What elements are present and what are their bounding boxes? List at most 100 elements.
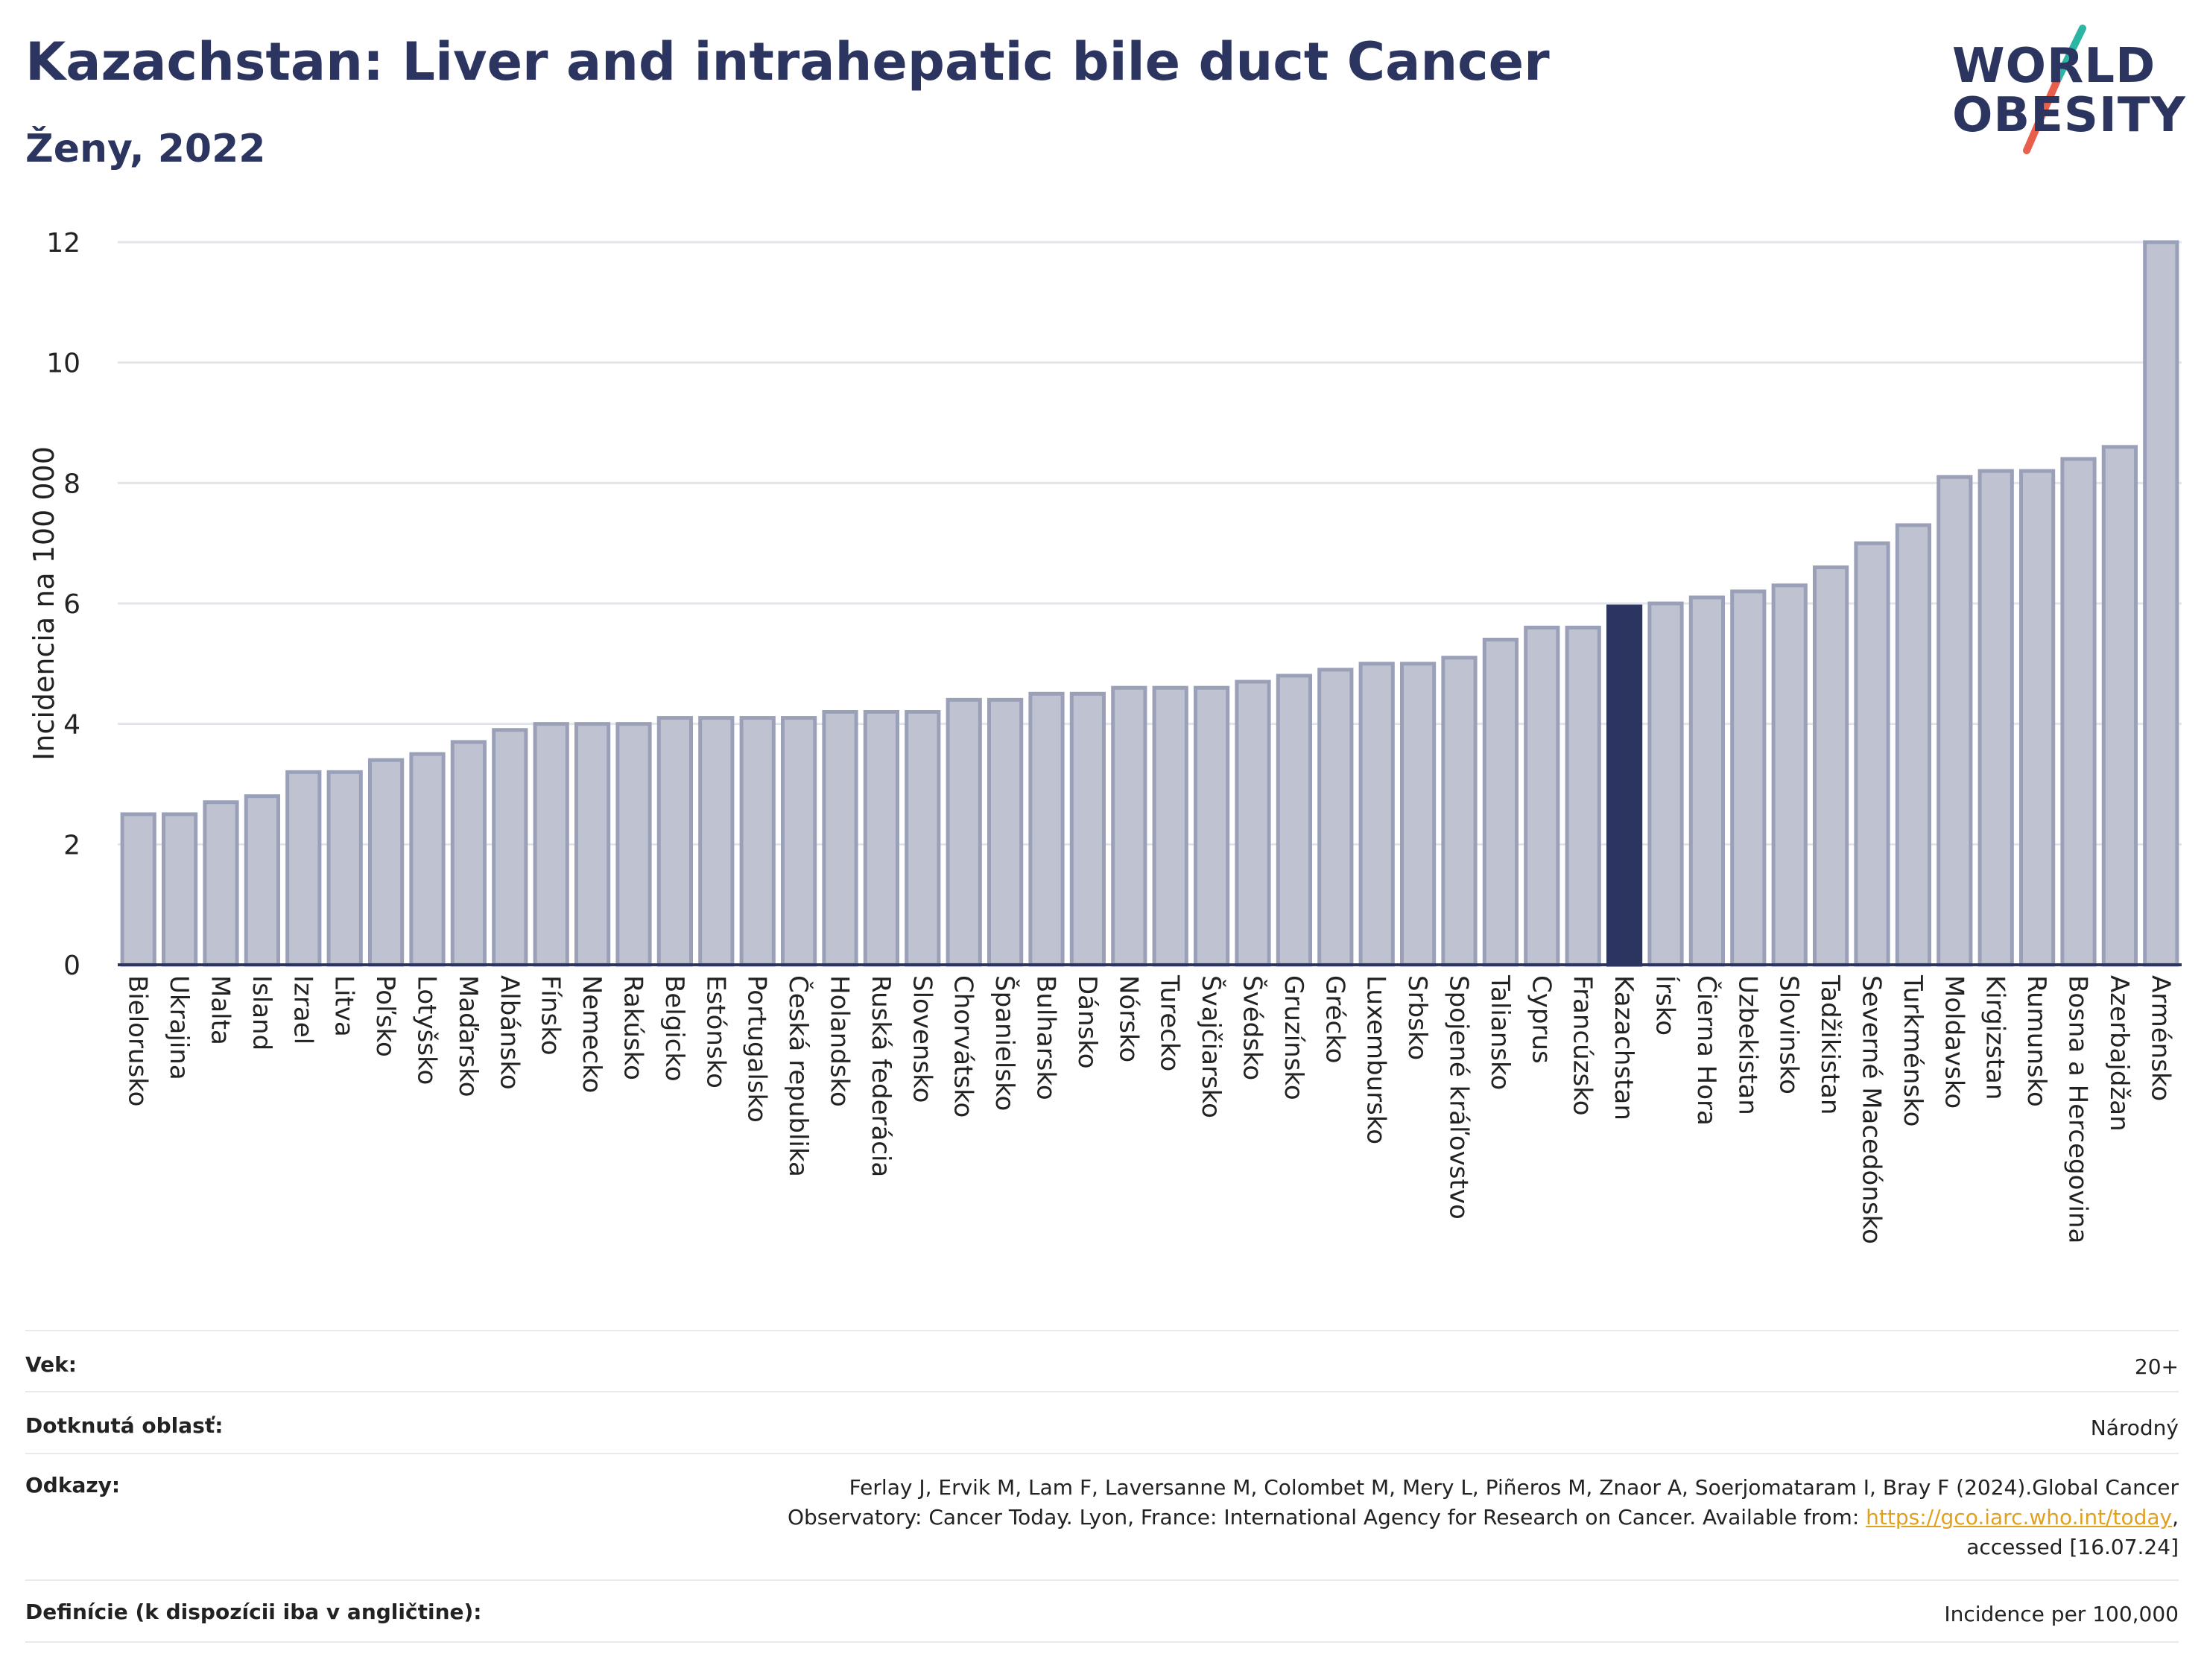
x-tick-label: Srbsko — [1402, 975, 1432, 1060]
reference-line-2-end: , — [2172, 1505, 2179, 1530]
bar-2 — [203, 800, 239, 967]
reference-line-3: accessed [16.07.24] — [1966, 1535, 2179, 1559]
bar-46 — [2018, 469, 2056, 967]
info-table: Vek: 20+ Dotknutá oblasť: Národný Odkazy… — [25, 1330, 2179, 1658]
x-tick-label: Cyprus — [1526, 975, 1556, 1064]
reference-line-2: Observatory: Cancer Today. Lyon, France:… — [787, 1505, 1866, 1530]
bar-25 — [1152, 685, 1188, 967]
x-tick-label: Kazachstan — [1609, 975, 1638, 1120]
info-separator — [25, 1330, 2179, 1331]
bar-28 — [1276, 673, 1313, 967]
x-tick-label: Albánsko — [494, 975, 524, 1090]
x-tick-label: Estónsko — [700, 975, 730, 1088]
y-tick-label: 6 — [63, 589, 80, 620]
bar-22 — [1028, 691, 1065, 967]
bar-23 — [1069, 691, 1106, 967]
info-value-references: Ferlay J, Ervik M, Lam F, Laversanne M, … — [788, 1473, 2179, 1562]
info-label-definitions: Definície (k dispozícii iba v angličtine… — [25, 1600, 482, 1624]
x-tick-label: Grécko — [1320, 975, 1349, 1063]
bar-17 — [822, 710, 858, 967]
x-tick-label: Luxembursko — [1361, 975, 1391, 1144]
logo-slash-icon — [2023, 25, 2086, 154]
x-tick-label: Česká republika — [783, 975, 814, 1177]
bar-15 — [739, 716, 776, 967]
info-separator — [25, 1641, 2179, 1643]
y-tick-label: 12 — [46, 228, 80, 259]
bar-chart: 0 2 4 6 8 10 12 Incidencia na 100 000 Bielorusko… — [28, 228, 2182, 1244]
info-row-area: Dotknutá oblasť: Národný — [25, 1413, 2179, 1443]
x-tick-label: Rumunsko — [2021, 975, 2051, 1107]
bar-7 — [409, 752, 446, 967]
x-tick-label: Bielorusko — [123, 975, 153, 1106]
bar-34 — [1524, 625, 1560, 967]
bar-1 — [161, 812, 198, 967]
y-tick-label: 2 — [63, 830, 80, 860]
reference-line-1: Ferlay J, Ervik M, Lam F, Laversanne M, … — [849, 1475, 2179, 1500]
bar-32 — [1441, 656, 1478, 967]
x-tick-label: Slovensko — [907, 975, 937, 1103]
x-tick-label: Izrael — [288, 975, 317, 1045]
x-tick-label: Lotyšsko — [412, 975, 442, 1085]
bar-30 — [1358, 662, 1395, 967]
reference-link[interactable]: https://gco.iarc.who.int/today — [1866, 1505, 2173, 1530]
x-tick-label: Uzbekistan — [1732, 975, 1762, 1115]
bar-42 — [1854, 541, 1890, 967]
info-label-age: Vek: — [25, 1352, 77, 1377]
bar-12 — [615, 722, 652, 967]
bar-18 — [863, 710, 900, 967]
logo-text-obesity: OBESITY — [1952, 88, 2186, 143]
x-tick-label: Čierna Hora — [1691, 975, 1722, 1126]
x-tick-label: Nórsko — [1113, 975, 1143, 1062]
bar-44 — [1937, 475, 1973, 967]
bar-14 — [698, 716, 735, 967]
y-tick-label: 10 — [46, 349, 80, 379]
bar-20 — [946, 697, 982, 967]
x-tick-label: Francúzsko — [1568, 975, 1597, 1116]
x-tick-label: Fínsko — [536, 975, 566, 1056]
info-label-references: Odkazy: — [25, 1473, 121, 1497]
bar-37 — [1647, 601, 1684, 967]
x-tick-label: Slovinsko — [1774, 975, 1804, 1094]
x-tick-label: Turkménsko — [1898, 974, 1928, 1126]
bar-19 — [905, 710, 941, 967]
bar-36 — [1606, 604, 1643, 967]
bar-27 — [1235, 679, 1271, 967]
info-value-area: Národný — [2090, 1416, 2179, 1440]
bar-0 — [120, 812, 156, 967]
world-obesity-logo: WORLD OBESITY — [1907, 22, 2191, 164]
x-tick-label: Dánsko — [1072, 975, 1102, 1069]
info-separator — [25, 1579, 2179, 1581]
x-tick-label: Bosna a Hercegovina — [2063, 975, 2093, 1243]
x-tick-label: Severné Macedónsko — [1857, 975, 1887, 1244]
x-tick-label: Island — [247, 975, 276, 1050]
x-tick-label: Ruská federácia — [866, 975, 896, 1177]
x-tick-label: Azerbajdžan — [2104, 975, 2134, 1132]
y-tick-label: 8 — [63, 469, 80, 499]
bar-45 — [1977, 469, 2014, 967]
bar-43 — [1895, 523, 1932, 967]
x-tick-label: Írsko — [1650, 975, 1681, 1036]
bar-31 — [1399, 662, 1437, 967]
x-tick-label: Nemecko — [577, 975, 607, 1093]
x-tick-label: Holandsko — [825, 975, 855, 1107]
x-tick-label: Moldavsko — [1939, 975, 1969, 1109]
bar-3 — [244, 794, 281, 967]
bar-21 — [987, 697, 1024, 967]
chart-title: Kazachstan: Liver and intrahepatic bile … — [25, 31, 1550, 92]
x-tick-label: Maďarsko — [453, 975, 483, 1097]
info-row-definitions: Definície (k dispozícii iba v angličtine… — [25, 1600, 2179, 1629]
bar-8 — [450, 740, 487, 967]
bar-16 — [780, 716, 817, 967]
logo-text-world: WORLD — [1952, 39, 2156, 94]
x-tick-label: Bulharsko — [1031, 975, 1061, 1100]
x-tick-label: Portugalsko — [742, 975, 772, 1123]
bar-6 — [367, 758, 405, 967]
bar-41 — [1812, 565, 1849, 967]
bar-47 — [2060, 457, 2097, 967]
bar-38 — [1688, 595, 1726, 967]
info-separator — [25, 1391, 2179, 1392]
info-separator — [25, 1453, 2179, 1454]
bar-4 — [285, 770, 322, 967]
x-tick-label: Ukrajina — [164, 975, 194, 1080]
bar-40 — [1771, 583, 1808, 967]
